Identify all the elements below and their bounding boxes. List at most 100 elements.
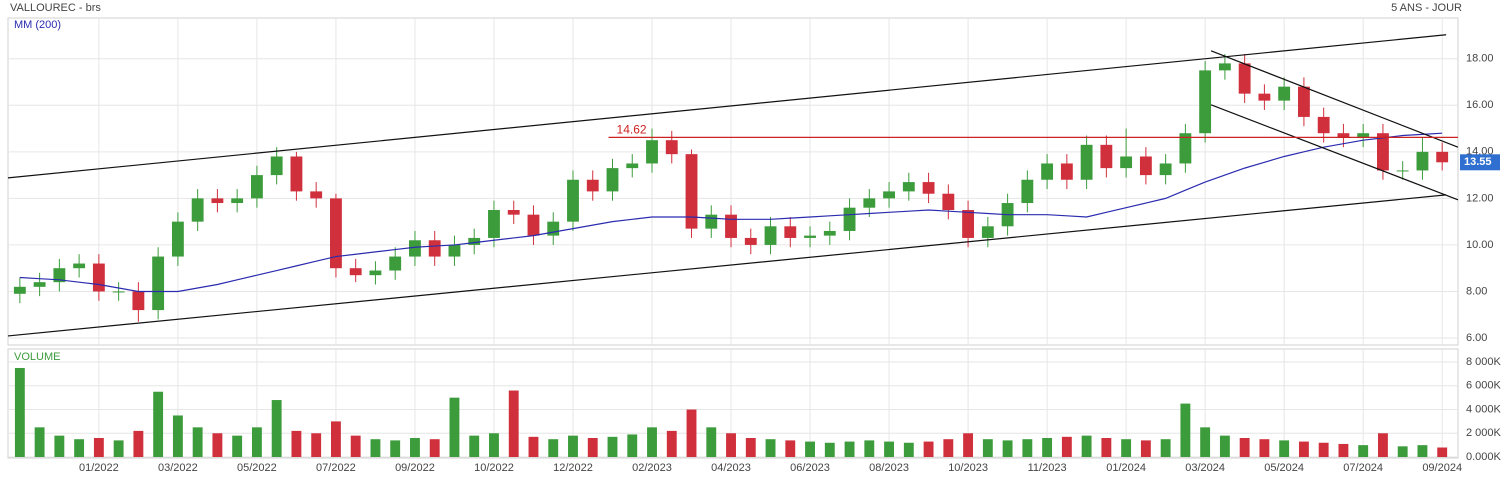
candle-body bbox=[389, 256, 402, 271]
volume-bar bbox=[508, 390, 519, 457]
volume-frame bbox=[7, 348, 1459, 459]
y-tick-label: 16.00 bbox=[1466, 99, 1494, 111]
volume-bar bbox=[745, 438, 756, 457]
x-tick-label: 02/2023 bbox=[632, 462, 672, 474]
candle-body bbox=[1100, 144, 1113, 169]
volume-bar bbox=[1417, 445, 1428, 457]
candle-body bbox=[1041, 163, 1054, 180]
volume-bar bbox=[251, 427, 262, 457]
volume-bar bbox=[1219, 435, 1230, 457]
candle-body bbox=[646, 140, 658, 164]
candle-body bbox=[1317, 116, 1330, 134]
x-tick-label: 03/2022 bbox=[158, 462, 198, 474]
candle-body bbox=[1297, 86, 1310, 117]
volume-bar bbox=[1180, 403, 1191, 457]
x-tick-label: 09/2024 bbox=[1422, 462, 1462, 474]
volume-bar bbox=[390, 440, 401, 457]
volume-bar bbox=[410, 438, 420, 457]
candle-body bbox=[1436, 151, 1449, 163]
candle-body bbox=[902, 182, 915, 192]
candle-body bbox=[764, 226, 777, 245]
volume-bar bbox=[785, 440, 796, 457]
volume-bar bbox=[232, 435, 243, 457]
volume-bar bbox=[1279, 440, 1290, 457]
volume-tick-label: 2 000K bbox=[1466, 427, 1502, 439]
x-tick-label: 05/2022 bbox=[237, 462, 277, 474]
candle-body bbox=[448, 244, 461, 257]
candle-body bbox=[330, 198, 342, 269]
candle-body bbox=[823, 230, 836, 236]
volume-bar bbox=[864, 440, 875, 457]
volume-bar bbox=[212, 433, 223, 457]
x-tick-label: 01/2024 bbox=[1106, 462, 1146, 474]
volume-bar bbox=[291, 430, 302, 457]
volume-bar bbox=[153, 391, 164, 457]
candle-body bbox=[586, 179, 599, 192]
trend-line bbox=[7, 194, 1447, 337]
candle-body bbox=[567, 179, 579, 222]
y-tick-label: 12.00 bbox=[1466, 192, 1494, 204]
volume-bar bbox=[1140, 440, 1151, 457]
volume-bar bbox=[1042, 438, 1053, 457]
x-tick-label: 11/2023 bbox=[1028, 462, 1067, 474]
volume-bar bbox=[172, 415, 183, 457]
volume-bar bbox=[686, 409, 697, 457]
candle-body bbox=[1337, 133, 1350, 138]
x-tick-label: 07/2024 bbox=[1343, 462, 1383, 474]
volume-tick-label: 6 000K bbox=[1466, 380, 1502, 392]
candle-body bbox=[369, 270, 382, 276]
y-tick-label: 6.00 bbox=[1466, 332, 1487, 344]
volume-tick-label: 0.000K bbox=[1466, 451, 1502, 463]
candle-body bbox=[942, 193, 955, 211]
volume-legend: VOLUME bbox=[14, 351, 60, 363]
volume-bar bbox=[1259, 439, 1270, 457]
y-tick-label: 18.00 bbox=[1466, 53, 1494, 65]
candle-body bbox=[13, 286, 26, 294]
candle-body bbox=[152, 256, 165, 311]
volume-bar bbox=[1061, 436, 1072, 457]
volume-bar bbox=[923, 441, 934, 457]
volume-bar bbox=[1239, 438, 1250, 457]
candle-body bbox=[428, 240, 441, 257]
candle-body bbox=[211, 198, 224, 204]
volume-bar bbox=[113, 440, 124, 457]
volume-tick-label: 8 000K bbox=[1466, 356, 1502, 368]
candle-body bbox=[1218, 63, 1231, 71]
candle-body bbox=[1021, 179, 1034, 204]
candle-body bbox=[507, 210, 520, 215]
volume-bar bbox=[489, 433, 499, 457]
candle-body bbox=[1357, 133, 1370, 138]
candle-body bbox=[92, 263, 105, 292]
last-price-label: 13.55 bbox=[1464, 156, 1492, 168]
volume-bar bbox=[844, 441, 855, 457]
candle-body bbox=[981, 226, 994, 238]
chart-title: VALLOUREC - brs bbox=[10, 2, 101, 14]
candle-body bbox=[962, 210, 975, 238]
candle-body bbox=[1396, 170, 1409, 172]
volume-bar bbox=[1022, 439, 1033, 457]
volume-bar bbox=[528, 436, 539, 457]
volume-bar bbox=[963, 433, 974, 457]
candle-body bbox=[1278, 86, 1291, 101]
volume-bar bbox=[943, 439, 954, 457]
trend-line bbox=[1210, 50, 1459, 148]
ma-legend: MM (200) bbox=[14, 19, 61, 31]
volume-bar bbox=[627, 434, 638, 457]
x-tick-label: 04/2023 bbox=[711, 462, 751, 474]
volume-bar bbox=[1121, 439, 1132, 457]
volume-bar bbox=[93, 438, 104, 457]
volume-bar bbox=[982, 439, 993, 457]
candle-body bbox=[1199, 70, 1212, 134]
volume-bar bbox=[1101, 438, 1112, 457]
candle-body bbox=[1179, 133, 1192, 164]
volume-bar bbox=[54, 435, 65, 457]
x-tick-label: 01/2022 bbox=[79, 462, 119, 474]
volume-bar bbox=[14, 367, 25, 457]
last-price-box bbox=[1460, 154, 1500, 171]
candle-body bbox=[744, 237, 757, 245]
candle-body bbox=[270, 156, 283, 176]
candle-body bbox=[132, 291, 145, 311]
period-label: 5 ANS - JOUR bbox=[1391, 2, 1462, 14]
candle-body bbox=[409, 240, 421, 257]
volume-bar bbox=[666, 430, 677, 457]
